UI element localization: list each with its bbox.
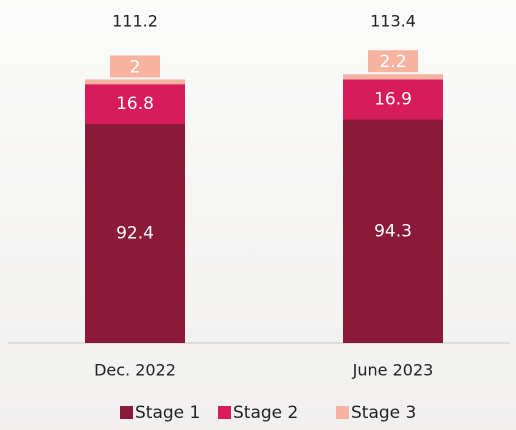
data-label: 94.3 <box>374 221 412 241</box>
legend-swatch <box>120 406 133 419</box>
data-label: 2.2 <box>379 52 406 72</box>
legend-swatch <box>218 406 231 419</box>
bar-segment <box>85 124 185 344</box>
data-label: 16.8 <box>116 94 154 114</box>
x-tick-label: Dec. 2022 <box>94 361 176 380</box>
label-box <box>110 55 160 78</box>
total-label: 111.2 <box>112 12 158 31</box>
legend-swatch <box>336 406 349 419</box>
total-label: 113.4 <box>370 12 416 31</box>
data-label: 2 <box>130 57 141 77</box>
data-label: 92.4 <box>116 224 154 244</box>
legend-label: Stage 2 <box>233 403 298 423</box>
bar-segment <box>85 84 185 125</box>
bar-segment <box>343 119 443 343</box>
data-label: 16.9 <box>374 89 412 109</box>
x-tick-label: June 2023 <box>352 361 434 380</box>
bar-segment <box>343 79 443 120</box>
bar-segment <box>343 74 443 80</box>
label-box <box>368 50 418 73</box>
bar-segment <box>85 79 185 85</box>
legend-label: Stage 1 <box>135 403 200 423</box>
legend-label: Stage 3 <box>351 403 416 423</box>
